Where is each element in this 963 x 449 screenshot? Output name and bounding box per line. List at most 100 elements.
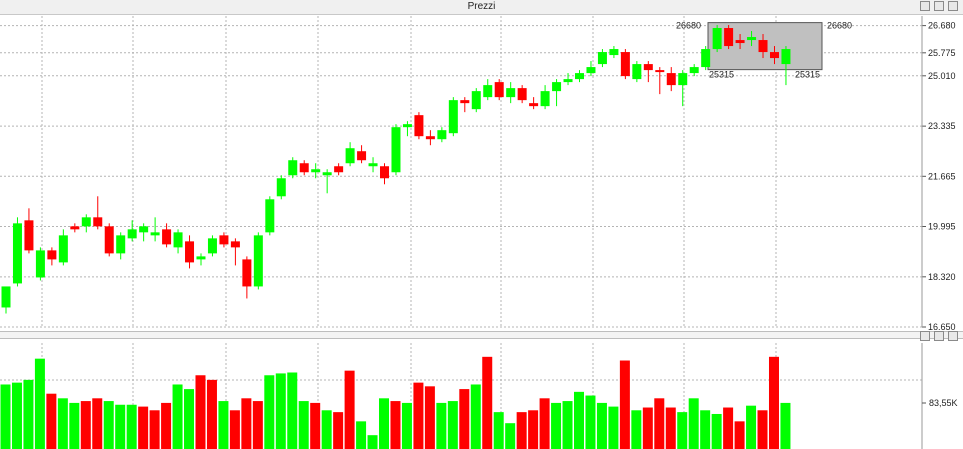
volume-bar <box>321 410 332 449</box>
candle-body <box>299 163 309 173</box>
volume-bar <box>264 375 275 449</box>
candle-body <box>173 232 183 248</box>
candle-body <box>162 229 172 245</box>
pane-maximize-icon[interactable] <box>934 331 944 341</box>
pane-divider[interactable] <box>0 331 963 341</box>
volume-bar <box>723 407 734 449</box>
volume-bar <box>206 379 217 449</box>
candle-body <box>265 199 275 233</box>
pane-minimize-icon[interactable] <box>920 331 930 341</box>
candle-body <box>380 166 390 179</box>
volume-bar <box>459 389 470 449</box>
volume-bar <box>195 375 206 449</box>
candle-body <box>288 160 298 176</box>
title-bar: Prezzi <box>0 0 963 15</box>
volume-bar <box>505 423 516 449</box>
candle-body <box>311 169 321 173</box>
candle-body <box>620 52 630 77</box>
volume-bar <box>92 398 103 449</box>
candle-body <box>632 64 642 80</box>
candle-body <box>127 229 137 239</box>
volume-bar <box>482 356 493 449</box>
candle-body <box>139 226 149 233</box>
volume-bar <box>69 402 80 449</box>
volume-bar <box>229 410 240 449</box>
candle-body <box>104 226 114 254</box>
candle-body <box>185 241 195 263</box>
maximize-icon[interactable] <box>934 1 944 11</box>
volume-bar <box>298 401 309 449</box>
volume-bar <box>149 410 160 449</box>
candle-body <box>116 235 126 254</box>
candle-body <box>781 49 791 65</box>
volume-bar <box>551 402 562 449</box>
candle-body <box>276 178 286 197</box>
volume-bar <box>757 410 768 449</box>
volume-bar <box>172 384 183 449</box>
volume-bar <box>424 386 435 449</box>
minimize-icon[interactable] <box>920 1 930 11</box>
candle-body <box>24 220 34 251</box>
y-tick-label: 25.010 <box>928 71 956 81</box>
candle-body <box>552 82 562 92</box>
candle-body <box>196 256 206 260</box>
candle-body <box>769 52 779 59</box>
candle-body <box>1 286 11 308</box>
candle-body <box>425 136 435 140</box>
y-tick-label: 18.320 <box>928 272 956 282</box>
y-tick-label: 25.775 <box>928 48 956 58</box>
volume-bar <box>768 356 779 449</box>
candle-body <box>368 163 378 167</box>
volume-bar <box>333 412 344 449</box>
close-icon[interactable] <box>948 1 958 11</box>
candle-body <box>70 226 80 230</box>
volume-bar <box>80 401 91 449</box>
y-tick-label: 16.650 <box>928 322 956 332</box>
candle-body <box>219 235 229 245</box>
candle-body <box>35 250 45 278</box>
volume-bar <box>631 410 642 449</box>
volume-bar <box>413 382 424 449</box>
volume-bar <box>642 407 653 449</box>
volume-bar <box>379 398 390 449</box>
volume-bar <box>0 384 11 449</box>
y-tick-label: 21.665 <box>928 171 956 181</box>
volume-bar <box>447 401 458 449</box>
volume-bar <box>344 370 355 449</box>
volume-bar <box>401 402 412 449</box>
candle-body <box>724 28 734 47</box>
volume-bar <box>356 421 367 449</box>
volume-bar <box>746 405 757 449</box>
volume-bar <box>780 402 791 449</box>
candle-body <box>586 67 596 74</box>
volume-bar <box>126 404 137 449</box>
volume-bar <box>688 398 699 449</box>
candle-body <box>471 91 481 110</box>
candle-body <box>414 115 424 137</box>
candle-body <box>712 28 722 50</box>
volume-bar <box>470 384 481 449</box>
candle-body <box>93 217 103 227</box>
volume-bar <box>528 410 539 449</box>
y-tick-label: 19.995 <box>928 221 956 231</box>
candle-body <box>666 73 676 86</box>
candle-body <box>47 250 57 260</box>
volume-bar <box>57 398 68 449</box>
candle-body <box>402 124 412 128</box>
volume-bar <box>596 402 607 449</box>
candle-body <box>242 259 252 287</box>
y-tick-label: 26.680 <box>928 21 956 31</box>
volume-tick-label: 83,55K <box>929 398 958 408</box>
pane-close-icon[interactable] <box>948 331 958 341</box>
volume-bar <box>608 406 619 449</box>
candle-body <box>150 232 160 236</box>
candle-body <box>517 88 527 101</box>
volume-bar <box>184 389 195 449</box>
zoom-high-left-label: 26680 <box>676 21 701 31</box>
volume-bar <box>734 421 745 449</box>
volume-bar <box>275 373 286 449</box>
candle-body <box>735 40 745 44</box>
volume-bar <box>218 401 229 449</box>
candle-body <box>230 241 240 248</box>
volume-bar <box>367 435 378 449</box>
